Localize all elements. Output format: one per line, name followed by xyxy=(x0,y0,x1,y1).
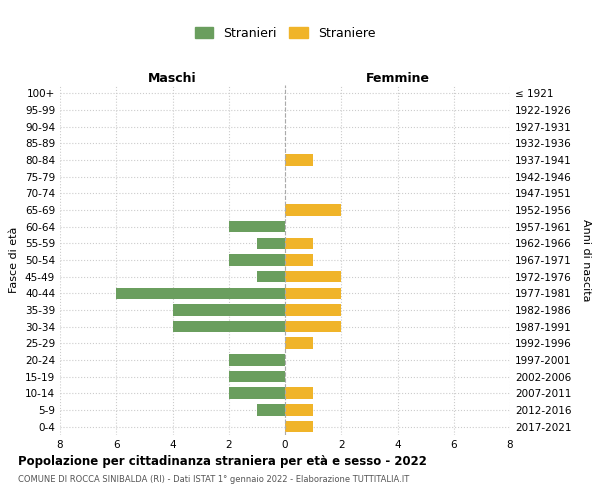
Bar xyxy=(285,388,313,399)
Bar xyxy=(257,404,285,416)
Bar xyxy=(285,338,313,349)
Bar xyxy=(285,288,341,299)
Bar xyxy=(285,304,341,316)
Legend: Stranieri, Straniere: Stranieri, Straniere xyxy=(191,23,379,44)
Bar xyxy=(173,321,285,332)
Text: COMUNE DI ROCCA SINIBALDA (RI) - Dati ISTAT 1° gennaio 2022 - Elaborazione TUTTI: COMUNE DI ROCCA SINIBALDA (RI) - Dati IS… xyxy=(18,475,409,484)
Bar xyxy=(173,304,285,316)
Bar xyxy=(285,321,341,332)
Bar xyxy=(285,421,313,432)
Bar xyxy=(257,271,285,282)
Bar xyxy=(229,354,285,366)
Bar xyxy=(285,204,341,216)
Bar xyxy=(285,404,313,416)
Bar xyxy=(229,371,285,382)
Bar xyxy=(257,238,285,249)
Text: Popolazione per cittadinanza straniera per età e sesso - 2022: Popolazione per cittadinanza straniera p… xyxy=(18,455,427,468)
Bar xyxy=(229,388,285,399)
Y-axis label: Anni di nascita: Anni di nascita xyxy=(581,218,591,301)
Text: Femmine: Femmine xyxy=(365,72,430,85)
Bar xyxy=(229,254,285,266)
Y-axis label: Fasce di età: Fasce di età xyxy=(10,227,19,293)
Bar xyxy=(285,254,313,266)
Bar xyxy=(229,221,285,232)
Bar xyxy=(285,271,341,282)
Text: Maschi: Maschi xyxy=(148,72,197,85)
Bar xyxy=(285,154,313,166)
Bar xyxy=(116,288,285,299)
Bar xyxy=(285,238,313,249)
